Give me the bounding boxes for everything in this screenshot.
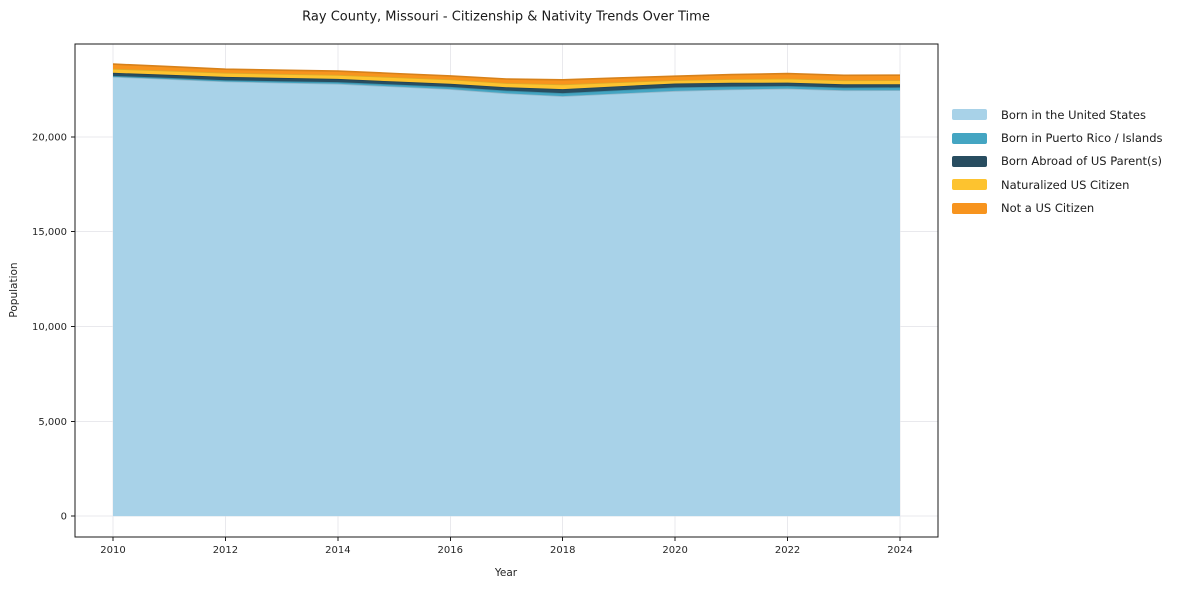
y-tick-label: 10,000 xyxy=(32,322,67,333)
chart-title: Ray County, Missouri - Citizenship & Nat… xyxy=(302,9,710,25)
legend-label: Naturalized US Citizen xyxy=(1001,177,1130,192)
area-not-a-us-citizen xyxy=(113,64,900,85)
legend-label: Not a US Citizen xyxy=(1001,201,1095,216)
y-tick-label: 0 xyxy=(61,512,67,523)
x-tick-label: 2012 xyxy=(213,545,238,556)
area-naturalized-us-citizen xyxy=(113,68,900,90)
legend-item-naturalized-us-citizen: Naturalized US Citizen xyxy=(952,173,1163,196)
legend-label: Born in the United States xyxy=(1001,107,1146,122)
legend-item-born-in-puerto-rico-islands: Born in Puerto Rico / Islands xyxy=(952,126,1163,149)
x-tick-label: 2016 xyxy=(438,545,463,556)
y-tick-label: 15,000 xyxy=(32,227,67,238)
x-tick-label: 2018 xyxy=(550,545,575,556)
legend-swatch xyxy=(952,132,987,144)
legend-swatch xyxy=(952,202,987,214)
x-tick-label: 2020 xyxy=(662,545,687,556)
x-tick-label: 2024 xyxy=(887,545,912,556)
legend-swatch xyxy=(952,155,987,167)
x-tick-label: 2022 xyxy=(775,545,800,556)
legend-item-born-in-the-united-states: Born in the United States xyxy=(952,103,1163,126)
legend-swatch xyxy=(952,109,987,121)
x-tick-label: 2014 xyxy=(325,545,350,556)
legend: Born in the United States Born in Puerto … xyxy=(952,103,1163,220)
area-born-in-puerto-rico-islands xyxy=(113,75,900,97)
legend-item-not-a-us-citizen: Not a US Citizen xyxy=(952,197,1163,220)
y-tick-label: 5,000 xyxy=(38,417,67,428)
legend-swatch xyxy=(952,179,987,191)
y-axis-title: Population xyxy=(8,262,20,318)
area-born-in-the-united-states xyxy=(113,76,900,517)
x-tick-label: 2010 xyxy=(100,545,125,556)
legend-label: Born in Puerto Rico / Islands xyxy=(1001,131,1163,146)
x-axis-title: Year xyxy=(494,567,518,579)
area-edge-not-a-us-citizen xyxy=(112,63,901,81)
legend-label: Born Abroad of US Parent(s) xyxy=(1001,154,1162,169)
plot-frame xyxy=(74,43,939,538)
y-tick-label: 20,000 xyxy=(32,132,67,143)
legend-item-born-abroad-of-us-parent-s: Born Abroad of US Parent(s) xyxy=(952,150,1163,173)
